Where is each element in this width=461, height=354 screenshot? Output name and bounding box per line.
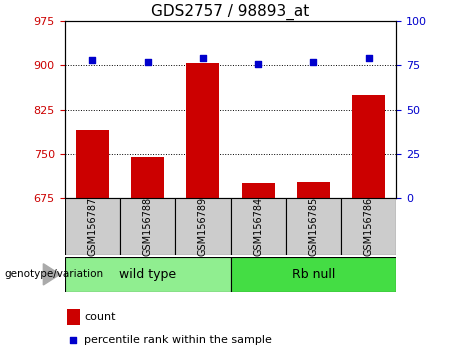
Bar (67, 309, 80, 325)
Bar (352, 95, 385, 198)
Bar (65, 198, 120, 255)
Point (365, 56, 372, 61)
Bar (286, 198, 341, 255)
Point (254, 61, 262, 67)
Text: genotype/variation: genotype/variation (5, 269, 104, 279)
Bar (297, 182, 330, 198)
Text: Rb null: Rb null (292, 268, 335, 281)
Bar (65, 257, 230, 292)
Bar (186, 63, 219, 198)
Text: GSM156786: GSM156786 (364, 197, 374, 256)
Text: GSM156784: GSM156784 (253, 197, 263, 256)
Title: GDS2757 / 98893_at: GDS2757 / 98893_at (151, 4, 310, 20)
Bar (131, 157, 164, 198)
Text: GSM156789: GSM156789 (198, 197, 208, 256)
Bar (76, 130, 109, 198)
Bar (230, 198, 286, 255)
Point (69, 337, 77, 343)
Text: GSM156787: GSM156787 (87, 197, 97, 256)
Text: GSM156788: GSM156788 (142, 197, 153, 256)
Point (144, 59, 151, 65)
Text: GSM156785: GSM156785 (308, 197, 319, 256)
Bar (341, 198, 396, 255)
Bar (120, 198, 175, 255)
Text: percentile rank within the sample: percentile rank within the sample (84, 335, 272, 346)
Point (310, 59, 317, 65)
Bar (230, 257, 396, 292)
Text: wild type: wild type (119, 268, 176, 281)
Polygon shape (43, 264, 60, 285)
Bar (242, 183, 275, 198)
Point (199, 56, 207, 61)
Text: count: count (84, 312, 116, 322)
Point (89, 57, 96, 63)
Bar (175, 198, 230, 255)
